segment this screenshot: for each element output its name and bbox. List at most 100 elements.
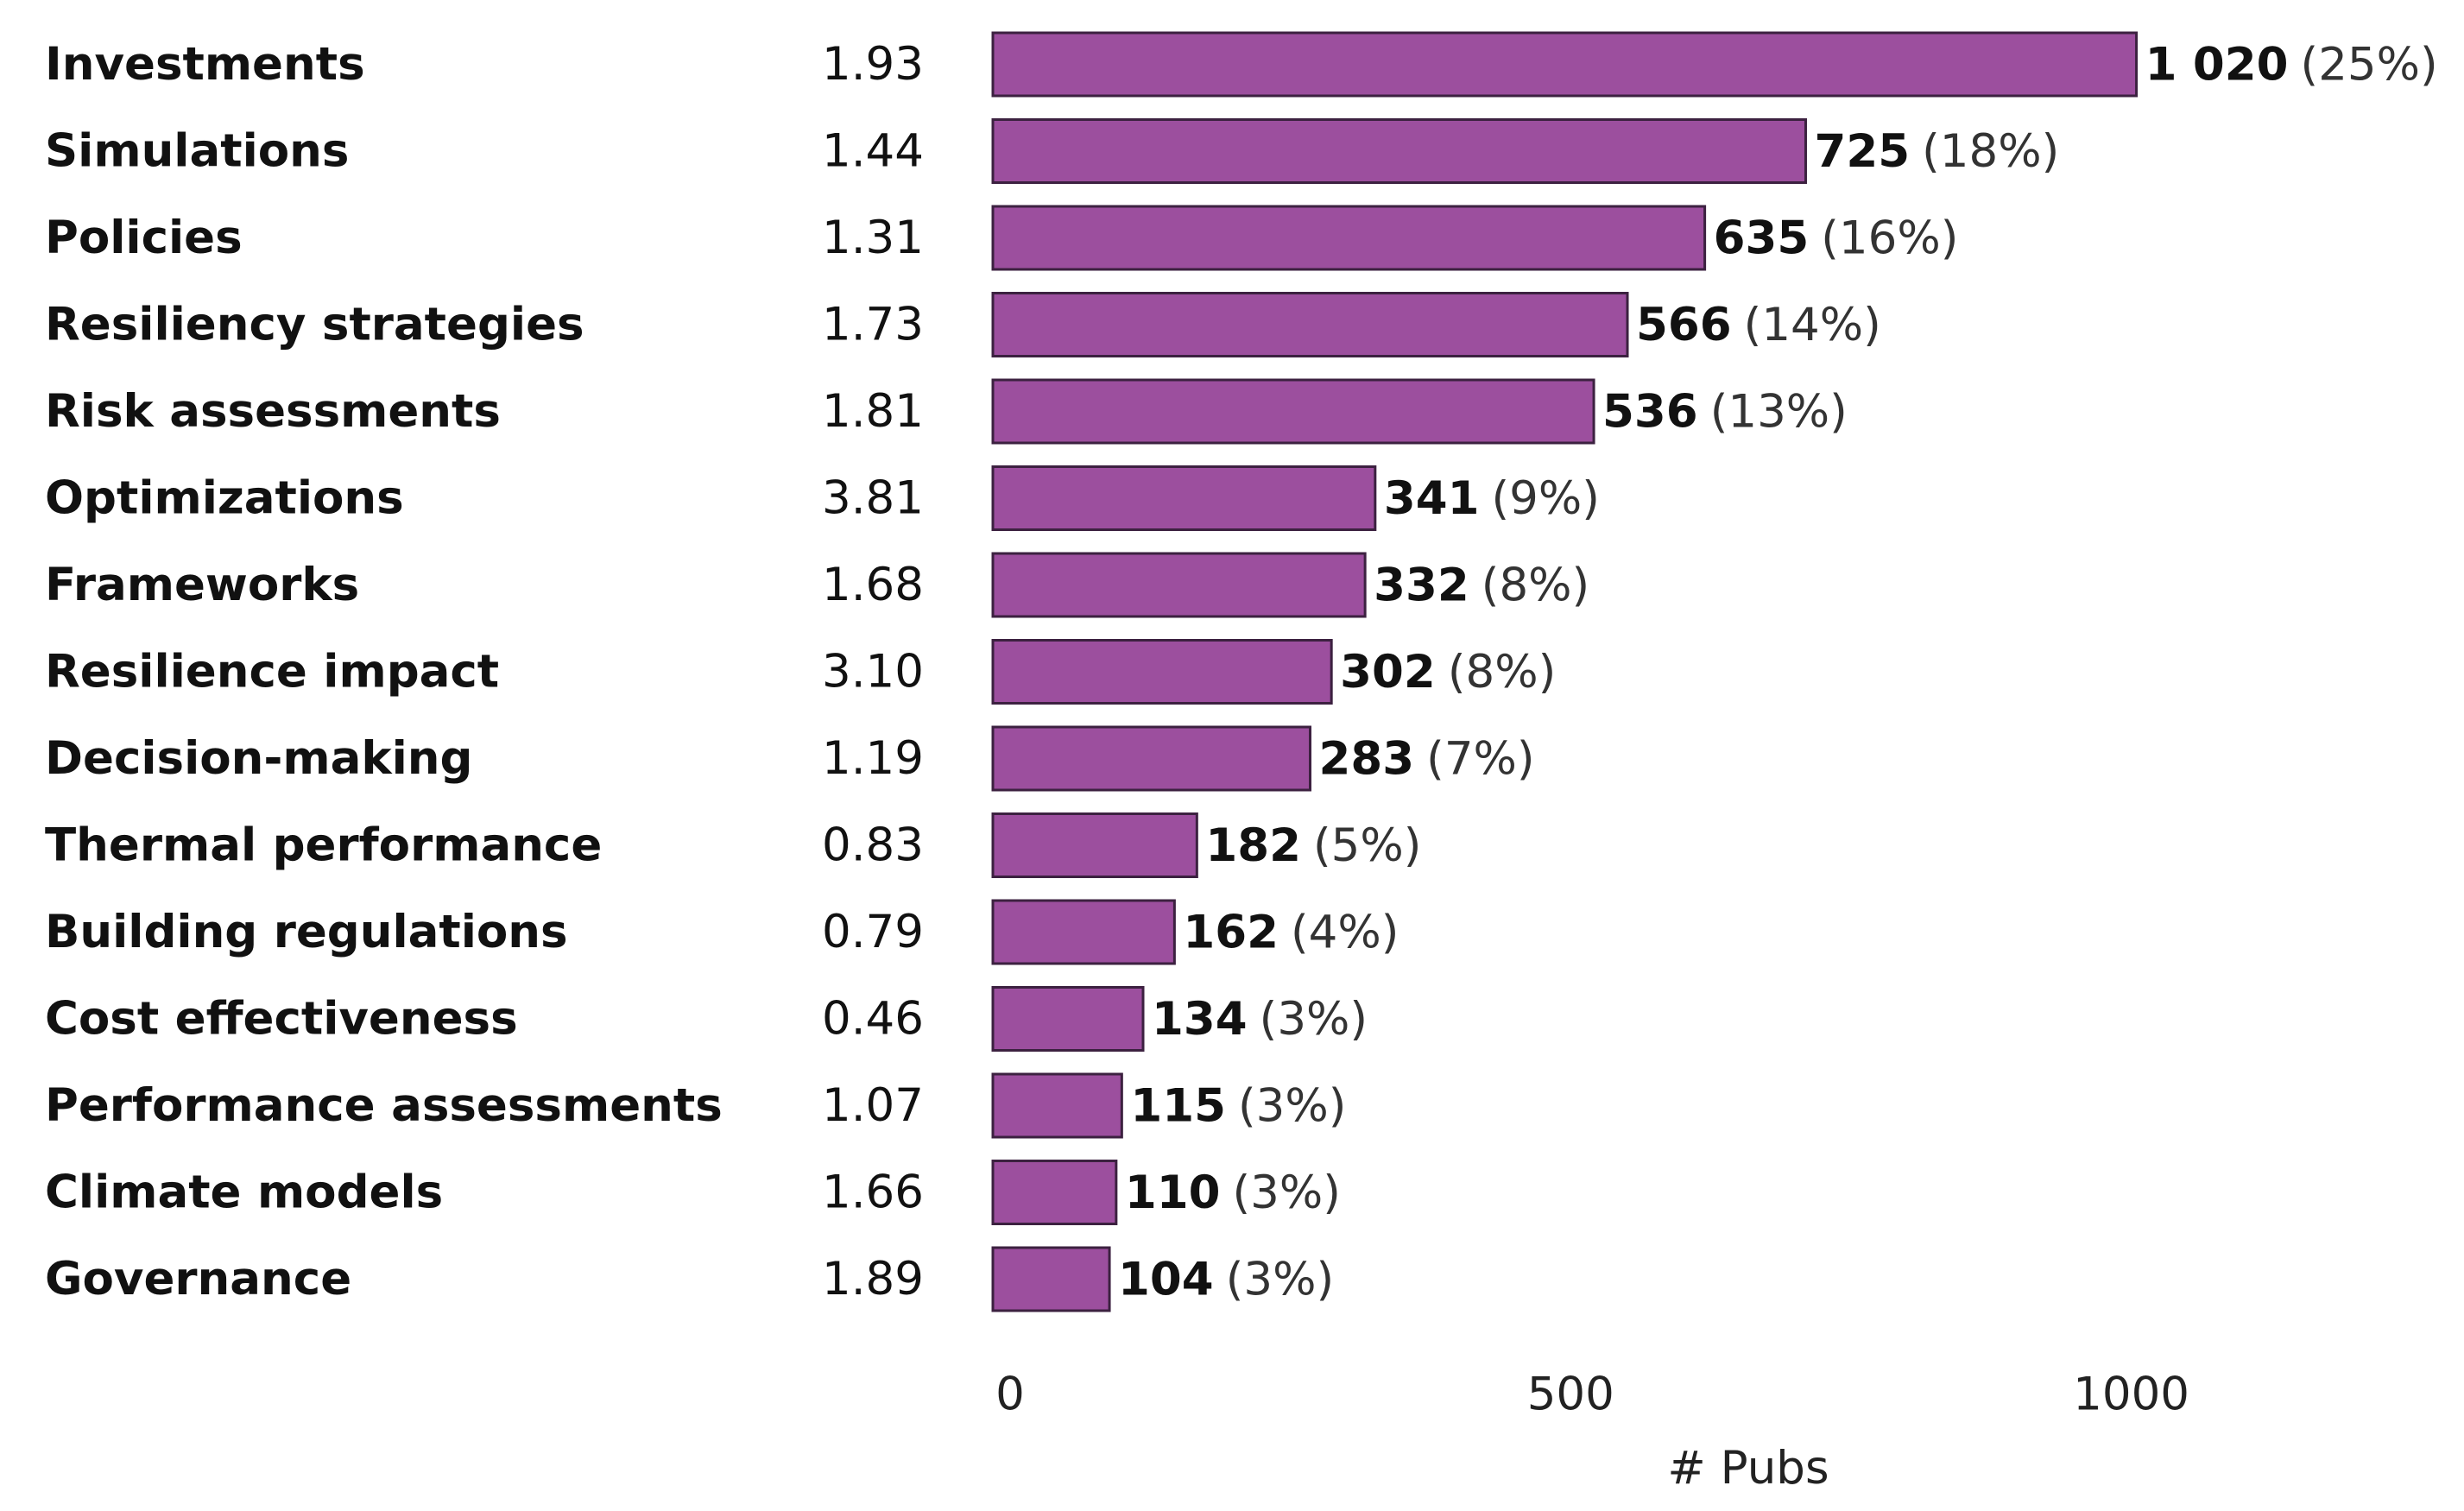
data-label: 635 (16%) [1714, 212, 1959, 264]
secondary-value-label: 0.79 [822, 906, 924, 958]
data-label-percent: (3%) [1260, 993, 1368, 1046]
data-label-percent: (9%) [1491, 472, 1599, 525]
x-tick-label: 500 [1527, 1369, 1614, 1421]
bar-row: Thermal performance 0.83 182 (5%) [45, 812, 1421, 878]
data-label: 536 (13%) [1602, 385, 1848, 438]
data-label-percent: (3%) [1232, 1166, 1340, 1219]
bar [991, 812, 1198, 878]
bar [991, 205, 1707, 271]
data-label-percent: (5%) [1313, 819, 1421, 872]
data-label-value: 110 [1125, 1166, 1221, 1219]
chart-rows: Investments 1.93 1 020 (25%) Simulations 1.44… [45, 31, 2438, 1312]
bar [991, 899, 1176, 965]
category-label: Cost effectiveness [45, 993, 518, 1046]
data-label: 134 (3%) [1152, 993, 1368, 1046]
category-label: Policies [45, 212, 243, 264]
category-label: Decision-making [45, 732, 472, 785]
data-label: 341 (9%) [1384, 472, 1600, 525]
data-label-value: 566 [1636, 299, 1732, 351]
data-label: 725 (18%) [1814, 125, 2059, 178]
data-label-value: 332 [1374, 559, 1469, 611]
category-label: Climate models [45, 1166, 443, 1219]
data-label: 332 (8%) [1374, 559, 1589, 611]
data-label: 104 (3%) [1118, 1253, 1334, 1306]
secondary-value-label: 1.07 [822, 1079, 924, 1132]
data-label: 283 (7%) [1319, 732, 1535, 785]
data-label: 182 (5%) [1205, 819, 1421, 872]
bar [991, 725, 1312, 792]
bar-row: Decision-making 1.19 283 (7%) [45, 725, 1535, 792]
data-label-percent: (8%) [1482, 559, 1589, 611]
secondary-value-label: 1.93 [822, 38, 924, 91]
data-label-percent: (3%) [1226, 1253, 1334, 1306]
data-label-value: 341 [1384, 472, 1480, 525]
x-axis: 0 500 1000 [995, 1369, 2189, 1421]
data-label-percent: (13%) [1710, 385, 1848, 438]
data-label-percent: (4%) [1291, 906, 1399, 958]
data-label: 1 020 (25%) [2145, 38, 2438, 91]
data-label: 302 (8%) [1340, 646, 1556, 699]
secondary-value-label: 1.89 [822, 1253, 924, 1306]
category-label: Governance [45, 1253, 351, 1306]
bar-row: Resiliency strategies 1.73 566 (14%) [45, 292, 1881, 357]
data-label-value: 104 [1118, 1253, 1214, 1306]
data-label-percent: (18%) [1922, 125, 2059, 178]
data-label-value: 283 [1319, 732, 1415, 785]
bar [991, 1072, 1123, 1139]
category-label: Investments [45, 38, 365, 91]
bar-row: Resilience impact 3.10 302 (8%) [45, 639, 1556, 705]
secondary-value-label: 1.44 [822, 125, 924, 178]
category-label: Frameworks [45, 559, 359, 611]
bar [991, 552, 1367, 618]
secondary-value-label: 1.81 [822, 385, 924, 438]
category-label: Resiliency strategies [45, 299, 584, 351]
secondary-value-label: 1.31 [822, 212, 924, 264]
bar-row: Building regulations 0.79 162 (4%) [45, 899, 1399, 965]
bar-row: Cost effectiveness 0.46 134 (3%) [45, 986, 1368, 1052]
bar [991, 986, 1145, 1052]
bar-row: Optimizations 3.81 341 (9%) [45, 465, 1600, 531]
data-label-value: 162 [1183, 906, 1279, 958]
x-tick-label: 1000 [2073, 1369, 2189, 1421]
secondary-value-label: 1.68 [822, 559, 924, 611]
x-tick-label: 0 [995, 1369, 1025, 1421]
bar-row: Performance assessments 1.07 115 (3%) [45, 1072, 1346, 1139]
category-label: Simulations [45, 125, 349, 178]
data-label-value: 302 [1340, 646, 1436, 699]
category-label: Risk assessments [45, 385, 501, 438]
secondary-value-label: 0.83 [822, 819, 924, 872]
data-label-percent: (8%) [1448, 646, 1556, 699]
secondary-value-label: 1.66 [822, 1166, 924, 1219]
data-label-percent: (14%) [1744, 299, 1881, 351]
category-label: Building regulations [45, 906, 568, 958]
bar-row: Governance 1.89 104 (3%) [45, 1246, 1334, 1312]
category-label: Thermal performance [45, 819, 602, 872]
data-label-value: 536 [1602, 385, 1698, 438]
x-axis-title: # Pubs [1667, 1442, 1829, 1495]
bar-row: Simulations 1.44 725 (18%) [45, 118, 2059, 184]
bar [991, 31, 2139, 98]
secondary-value-label: 3.81 [822, 472, 924, 525]
category-label: Performance assessments [45, 1079, 723, 1132]
bar-row: Frameworks 1.68 332 (8%) [45, 552, 1589, 618]
bar-row: Climate models 1.66 110 (3%) [45, 1160, 1341, 1225]
data-label-value: 115 [1130, 1079, 1226, 1132]
data-label-value: 1 020 [2145, 38, 2289, 91]
data-label-percent: (16%) [1821, 212, 1958, 264]
bar [991, 292, 1629, 357]
data-label: 566 (14%) [1636, 299, 1881, 351]
secondary-value-label: 1.73 [822, 299, 924, 351]
secondary-value-label: 3.10 [822, 646, 924, 699]
category-label: Resilience impact [45, 646, 499, 699]
data-label-value: 182 [1205, 819, 1301, 872]
data-label: 162 (4%) [1183, 906, 1399, 958]
bar-row: Policies 1.31 635 (16%) [45, 205, 1959, 271]
bar [991, 378, 1595, 445]
bar-row: Investments 1.93 1 020 (25%) [45, 31, 2438, 98]
bar [991, 465, 1377, 531]
bar [991, 639, 1333, 705]
secondary-value-label: 0.46 [822, 993, 924, 1046]
data-label: 110 (3%) [1125, 1166, 1341, 1219]
category-label: Optimizations [45, 472, 404, 525]
